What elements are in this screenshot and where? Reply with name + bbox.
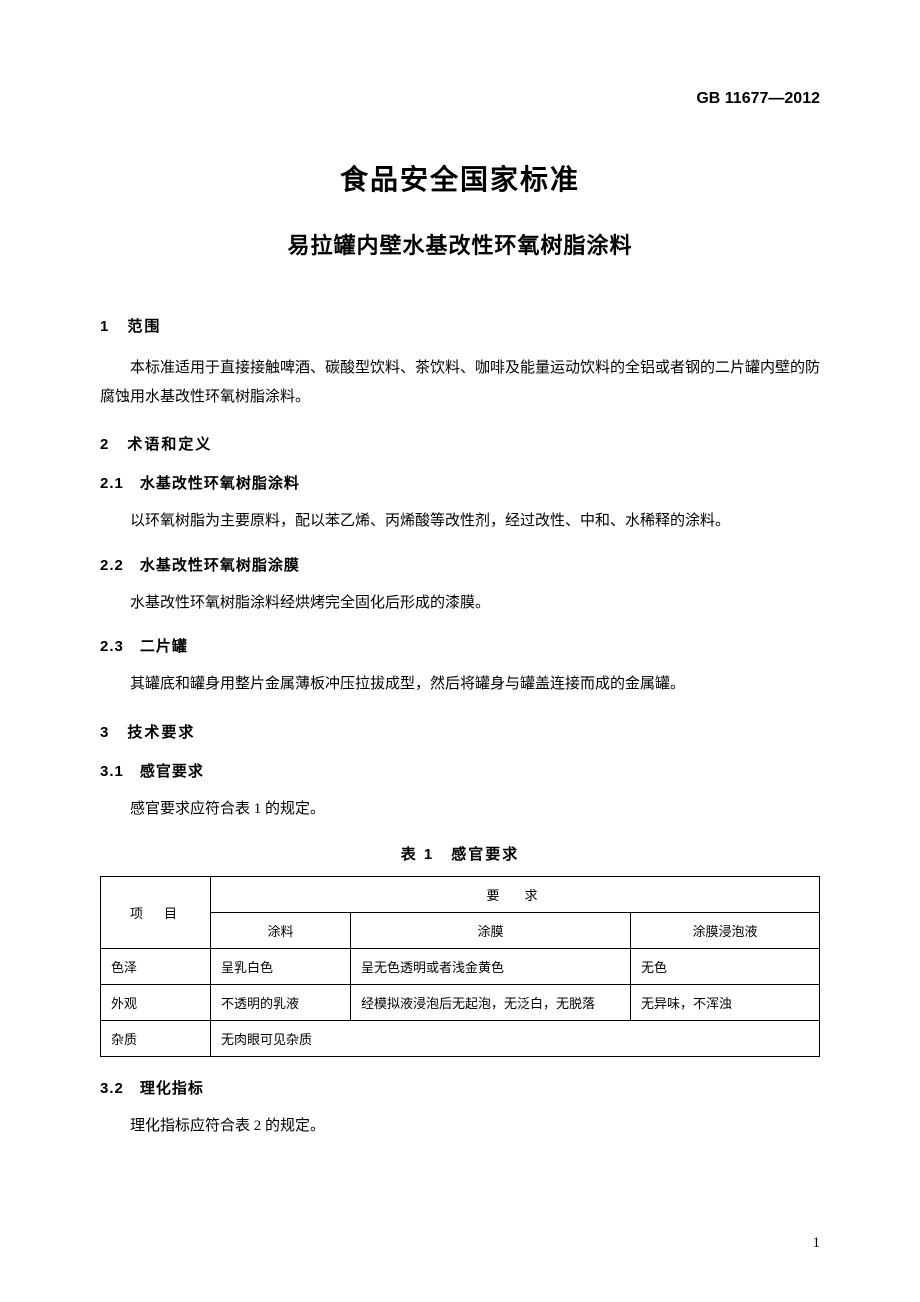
section-1-heading: 1 范围 bbox=[100, 315, 820, 336]
table-header-row-1: 项 目 要 求 bbox=[101, 877, 820, 913]
sub-title: 易拉罐内壁水基改性环氧树脂涂料 bbox=[100, 228, 820, 260]
table-cell: 呈乳白色 bbox=[211, 949, 351, 985]
table-row: 色泽 呈乳白色 呈无色透明或者浅金黄色 无色 bbox=[101, 949, 820, 985]
table-cell-item: 色泽 bbox=[101, 949, 211, 985]
table-1-caption: 表 1 感官要求 bbox=[100, 843, 820, 864]
table-col-2: 涂膜 bbox=[351, 913, 631, 949]
table-header-item: 项 目 bbox=[101, 877, 211, 949]
main-title: 食品安全国家标准 bbox=[100, 158, 820, 198]
section-2-1-heading: 2.1 水基改性环氧树脂涂料 bbox=[100, 472, 820, 493]
table-cell: 无肉眼可见杂质 bbox=[211, 1021, 820, 1057]
table-cell: 呈无色透明或者浅金黄色 bbox=[351, 949, 631, 985]
section-2-2-body: 水基改性环氧树脂涂料经烘烤完全固化后形成的漆膜。 bbox=[100, 589, 820, 618]
table-col-1: 涂料 bbox=[211, 913, 351, 949]
document-page: GB 11677—2012 食品安全国家标准 易拉罐内壁水基改性环氧树脂涂料 1… bbox=[0, 0, 920, 1211]
section-3-2-heading: 3.2 理化指标 bbox=[100, 1077, 820, 1098]
page-number: 1 bbox=[813, 1235, 821, 1252]
section-1-body: 本标准适用于直接接触啤酒、碳酸型饮料、茶饮料、咖啡及能量运动饮料的全铝或者钢的二… bbox=[100, 354, 820, 411]
section-2-3-body: 其罐底和罐身用整片金属薄板冲压拉拔成型，然后将罐身与罐盖连接而成的金属罐。 bbox=[100, 670, 820, 699]
table-col-3: 涂膜浸泡液 bbox=[631, 913, 820, 949]
section-2-1-body: 以环氧树脂为主要原料，配以苯乙烯、丙烯酸等改性剂，经过改性、中和、水稀释的涂料。 bbox=[100, 507, 820, 536]
table-cell: 不透明的乳液 bbox=[211, 985, 351, 1021]
section-3-1-body: 感官要求应符合表 1 的规定。 bbox=[100, 795, 820, 824]
table-cell: 无色 bbox=[631, 949, 820, 985]
section-2-2-heading: 2.2 水基改性环氧树脂涂膜 bbox=[100, 554, 820, 575]
table-cell: 经模拟液浸泡后无起泡，无泛白，无脱落 bbox=[351, 985, 631, 1021]
table-1: 项 目 要 求 涂料 涂膜 涂膜浸泡液 色泽 呈乳白色 呈无色透明或者浅金黄色 … bbox=[100, 876, 820, 1057]
document-id: GB 11677—2012 bbox=[100, 90, 820, 108]
section-2-3-heading: 2.3 二片罐 bbox=[100, 635, 820, 656]
section-2-heading: 2 术语和定义 bbox=[100, 433, 820, 454]
table-cell-item: 杂质 bbox=[101, 1021, 211, 1057]
table-row: 杂质 无肉眼可见杂质 bbox=[101, 1021, 820, 1057]
table-cell: 无异味，不浑浊 bbox=[631, 985, 820, 1021]
section-3-heading: 3 技术要求 bbox=[100, 721, 820, 742]
table-row: 外观 不透明的乳液 经模拟液浸泡后无起泡，无泛白，无脱落 无异味，不浑浊 bbox=[101, 985, 820, 1021]
section-3-1-heading: 3.1 感官要求 bbox=[100, 760, 820, 781]
table-cell-item: 外观 bbox=[101, 985, 211, 1021]
section-3-2-body: 理化指标应符合表 2 的规定。 bbox=[100, 1112, 820, 1141]
table-header-requirement: 要 求 bbox=[211, 877, 820, 913]
